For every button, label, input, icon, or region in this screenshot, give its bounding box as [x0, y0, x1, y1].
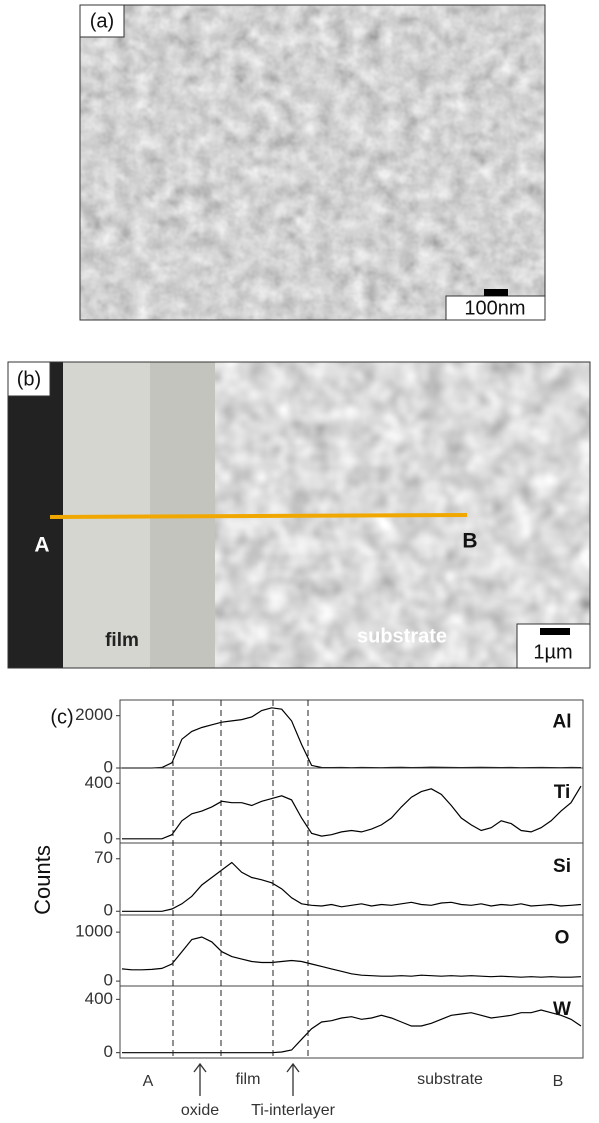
scale-label: 100nm	[464, 297, 525, 319]
scale-bar	[540, 628, 570, 635]
x-annotation: substrate	[417, 1071, 483, 1088]
plot-frame	[120, 843, 583, 915]
profile-line	[122, 1010, 581, 1053]
x-annotation: film	[236, 1071, 261, 1088]
panel-label: (a)	[90, 10, 114, 32]
arrow	[194, 1064, 206, 1096]
sem-texture	[80, 5, 545, 320]
scan-end: B	[462, 530, 477, 553]
scale-label: 1µm	[533, 641, 572, 663]
panel-a: (a) 100nm	[80, 5, 545, 320]
plot-frame	[120, 986, 583, 1058]
figure: (a) 100nm (b) A B film substrate 1µm (c)…	[0, 0, 599, 1123]
profile-line	[122, 937, 581, 977]
y-axis-label: Counts	[30, 845, 55, 915]
panel-label: (c)	[50, 706, 73, 728]
element-label: W	[553, 999, 571, 1020]
film-label: film	[105, 630, 139, 651]
scan-line	[50, 515, 467, 517]
panel-b: (b) A B film substrate 1µm	[8, 362, 590, 668]
x-annotation: oxide	[181, 1102, 219, 1119]
y-tick-label: 0	[104, 828, 113, 847]
profile-line	[122, 863, 581, 912]
plot-frame	[120, 915, 583, 986]
x-annotation: A	[143, 1073, 154, 1090]
panel-label: (b)	[17, 368, 41, 390]
profile-line	[122, 708, 581, 768]
y-tick-label: 0	[104, 971, 113, 990]
y-tick-label: 400	[85, 989, 113, 1008]
profile-line	[122, 786, 581, 839]
substrate-label: substrate	[357, 625, 447, 647]
x-annotation: B	[553, 1073, 564, 1090]
y-tick-label: 0	[104, 901, 113, 920]
element-label: Al	[553, 711, 572, 732]
arrow	[287, 1064, 299, 1096]
y-tick-label: 400	[85, 773, 113, 792]
y-tick-label: 2000	[75, 705, 113, 724]
scale-bar	[484, 289, 508, 296]
panel-c: (c) Counts	[30, 706, 74, 915]
element-label: Ti	[554, 782, 571, 803]
y-tick-label: 70	[94, 848, 113, 867]
y-tick-label: 1000	[75, 922, 113, 941]
x-annotation: Ti-interlayer	[251, 1102, 336, 1119]
element-label: O	[555, 927, 570, 948]
scan-start: A	[34, 534, 49, 557]
plot-frame	[120, 768, 583, 843]
y-tick-label: 0	[104, 1042, 113, 1061]
element-label: Si	[553, 856, 571, 877]
